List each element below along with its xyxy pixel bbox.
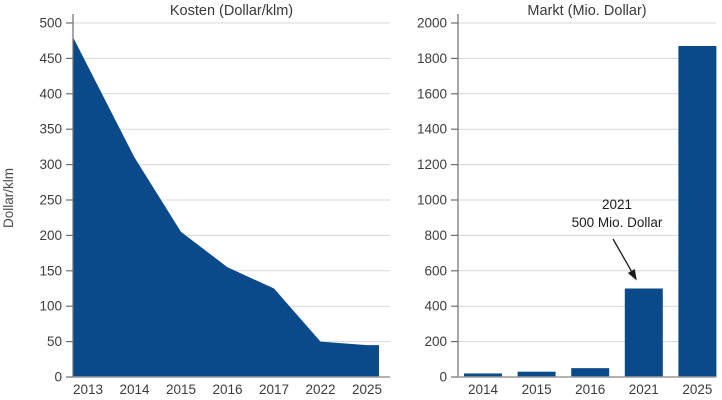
y-tick-label: 0 — [54, 370, 62, 385]
x-tick-label: 2015 — [166, 382, 196, 397]
x-tick-label: 2016 — [212, 382, 242, 397]
bar-2021 — [624, 288, 663, 377]
bar-2014 — [464, 373, 502, 377]
annotation-arrowhead — [627, 268, 637, 281]
y-tick-label: 150 — [39, 263, 62, 278]
annotation-2021: 2021 500 Mio. Dollar — [546, 196, 688, 232]
x-tick-label: 2021 — [629, 382, 659, 397]
y-tick-label: 2000 — [417, 16, 447, 31]
y-tick-label: 300 — [39, 157, 62, 172]
x-tick-label: 2015 — [522, 382, 552, 397]
annotation-line2: 500 Mio. Dollar — [571, 215, 663, 230]
y-tick-label: 600 — [424, 263, 447, 278]
y-tick-label: 1600 — [417, 86, 447, 101]
y-tick-label: 500 — [39, 16, 62, 31]
y-tick-label: 1800 — [417, 51, 447, 66]
bar-2025 — [678, 46, 717, 377]
x-tick-label: 2014 — [468, 382, 499, 397]
y-tick-label: 50 — [47, 334, 62, 349]
y-tick-label: 400 — [39, 86, 62, 101]
x-tick-label: 2022 — [305, 382, 335, 397]
y-tick-label: 1000 — [417, 193, 447, 208]
x-tick-label: 2014 — [119, 382, 150, 397]
kosten-chart-title: Kosten (Dollar/klm) — [169, 3, 294, 19]
y-tick-label: 1400 — [417, 122, 447, 137]
x-tick-label: 2025 — [682, 382, 712, 397]
y-tick-label: 250 — [39, 193, 62, 208]
area-shape — [73, 37, 379, 377]
y-tick-label: 100 — [39, 299, 62, 314]
y-tick-label: 1200 — [417, 157, 447, 172]
y-tick-label: 0 — [439, 370, 447, 385]
annotation-arrow-line — [612, 238, 632, 272]
x-tick-label: 2025 — [352, 382, 382, 397]
x-tick-label: 2017 — [259, 382, 289, 397]
y-tick-label: 200 — [39, 228, 62, 243]
kosten-y-axis-label: Dollar/klm — [1, 168, 16, 229]
bar-2015 — [517, 371, 556, 377]
bar-2016 — [571, 368, 610, 377]
y-tick-label: 800 — [424, 228, 447, 243]
x-tick-label: 2016 — [575, 382, 605, 397]
y-tick-label: 450 — [39, 51, 62, 66]
annotation-line1: 2021 — [601, 197, 633, 212]
x-tick-label: 2013 — [73, 382, 103, 397]
markt-chart-title: Markt (Mio. Dollar) — [527, 3, 647, 19]
y-tick-label: 350 — [39, 122, 62, 137]
bar-chart: 0 200 400 600 800 1000 1200 1400 1600 1800 2000 201… — [417, 14, 717, 397]
y-tick-label: 200 — [424, 334, 447, 349]
y-tick-label: 400 — [424, 299, 447, 314]
area-chart: 0 50 100 150 200 250 300 350 400 450 500 2013 2014 20… — [39, 14, 390, 397]
